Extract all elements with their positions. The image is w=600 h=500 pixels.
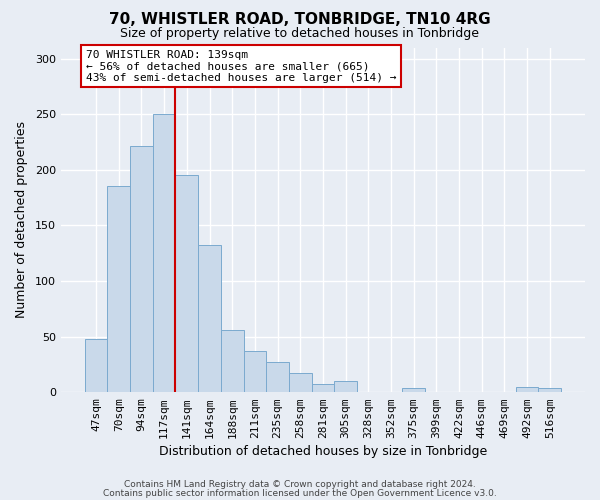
Bar	[221, 330, 244, 392]
X-axis label: Distribution of detached houses by size in Tonbridge: Distribution of detached houses by size …	[159, 444, 487, 458]
Bar	[175, 176, 198, 392]
Text: Contains public sector information licensed under the Open Government Licence v3: Contains public sector information licen…	[103, 488, 497, 498]
Text: 70, WHISTLER ROAD, TONBRIDGE, TN10 4RG: 70, WHISTLER ROAD, TONBRIDGE, TN10 4RG	[109, 12, 491, 28]
Bar	[289, 374, 311, 392]
Y-axis label: Number of detached properties: Number of detached properties	[15, 122, 28, 318]
Text: Contains HM Land Registry data © Crown copyright and database right 2024.: Contains HM Land Registry data © Crown c…	[124, 480, 476, 489]
Bar	[244, 351, 266, 392]
Bar	[107, 186, 130, 392]
Bar	[153, 114, 175, 392]
Text: Size of property relative to detached houses in Tonbridge: Size of property relative to detached ho…	[121, 28, 479, 40]
Bar	[311, 384, 334, 392]
Bar	[403, 388, 425, 392]
Bar	[198, 246, 221, 392]
Bar	[538, 388, 561, 392]
Bar	[334, 381, 357, 392]
Bar	[130, 146, 153, 392]
Bar	[85, 339, 107, 392]
Bar	[516, 386, 538, 392]
Text: 70 WHISTLER ROAD: 139sqm
← 56% of detached houses are smaller (665)
43% of semi-: 70 WHISTLER ROAD: 139sqm ← 56% of detach…	[86, 50, 397, 83]
Bar	[266, 362, 289, 392]
